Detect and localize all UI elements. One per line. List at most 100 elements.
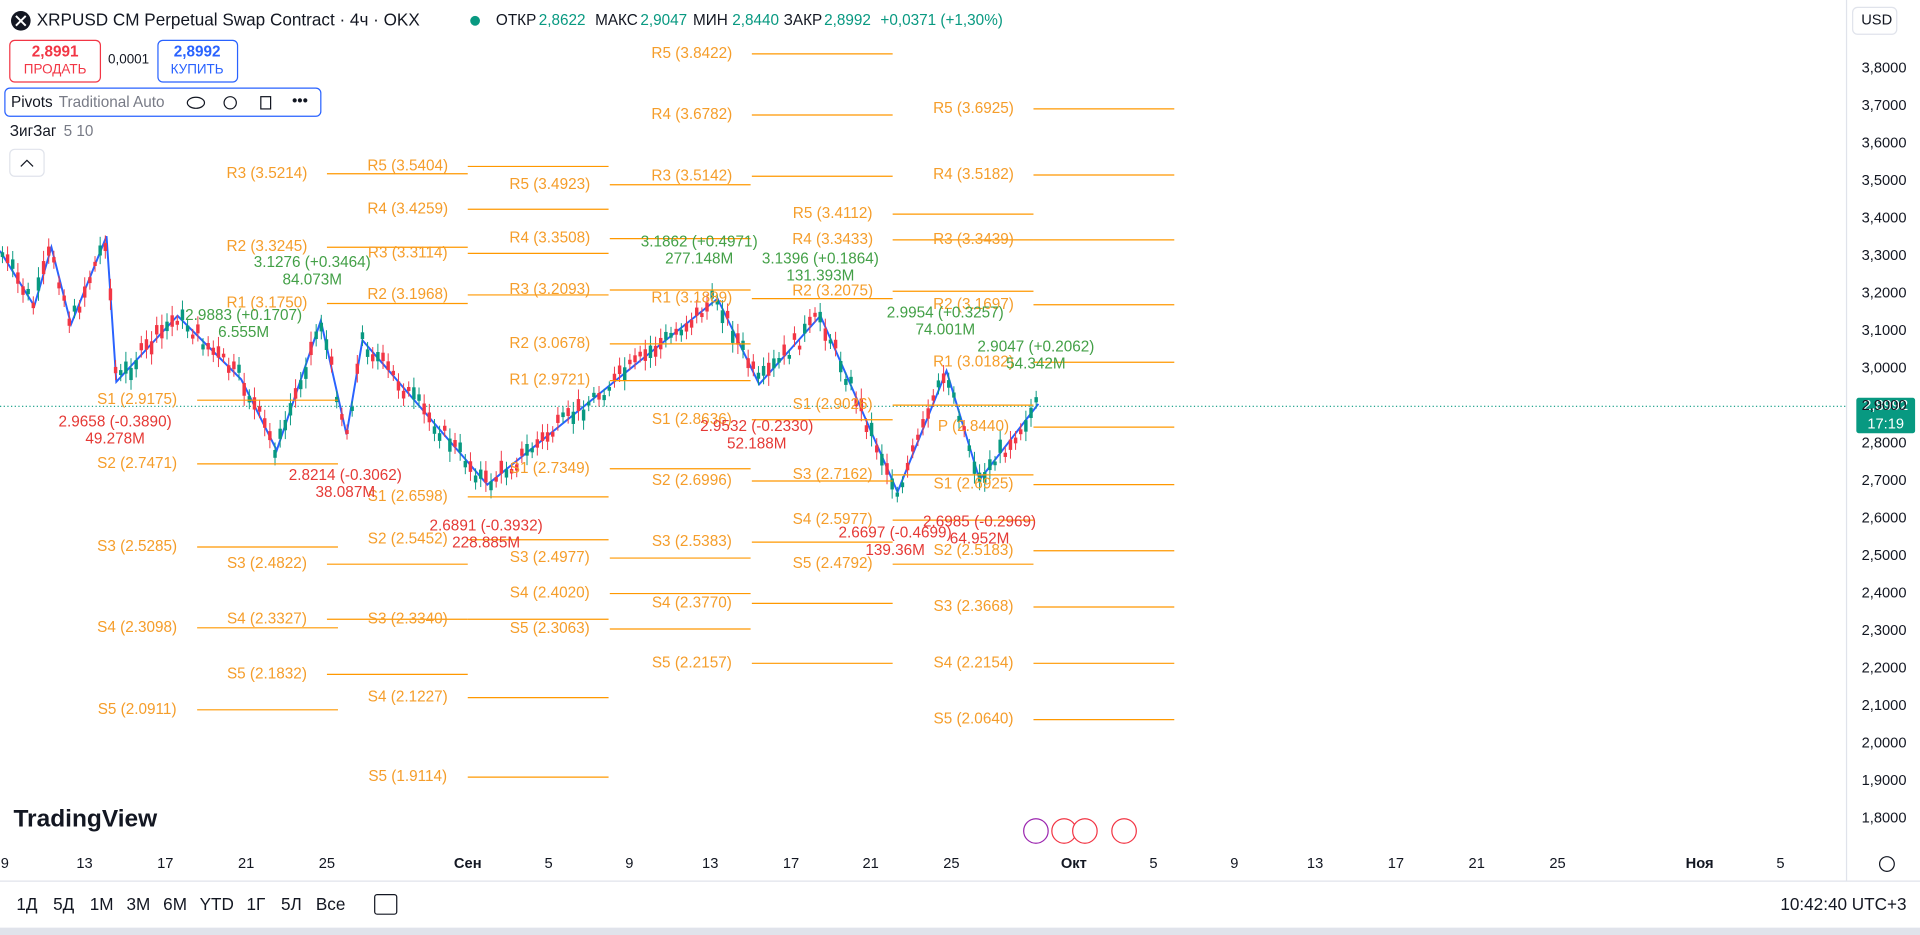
candle-body	[967, 445, 972, 451]
indicator-params[interactable]: Traditional Auto	[59, 94, 165, 111]
candle-body	[93, 261, 97, 266]
pivot-label: S4 (2.3770)	[652, 594, 732, 611]
zigzag-volume: 64.952M	[950, 531, 1010, 548]
more-icon[interactable]: •••	[292, 93, 308, 110]
candle-body	[16, 272, 20, 284]
candle-body	[113, 366, 118, 374]
sell-price[interactable]: 2,8991	[32, 44, 79, 61]
range-button[interactable]: 1Д	[16, 894, 38, 914]
pivot-label: R5 (3.6925)	[933, 100, 1014, 117]
buy-button[interactable]	[157, 39, 239, 83]
candle-body	[278, 428, 282, 439]
indicator-row[interactable]	[4, 87, 322, 117]
candle-body	[1008, 439, 1013, 450]
candle-body	[191, 334, 195, 339]
candle-body	[484, 470, 488, 483]
range-button[interactable]: 6М	[163, 894, 187, 914]
price-tick-label: 2,4000	[1862, 586, 1907, 602]
range-button[interactable]: Все	[316, 894, 346, 914]
price-tick-label: 3,5000	[1862, 173, 1907, 189]
candle-body	[545, 432, 550, 442]
pivot-label: S5 (2.2157)	[652, 654, 732, 671]
collapse-icon[interactable]	[20, 159, 34, 167]
collapse-button[interactable]	[9, 148, 45, 177]
range-button[interactable]: 3М	[126, 894, 150, 914]
range-button[interactable]: 5Д	[53, 894, 75, 914]
event-icon[interactable]	[1111, 818, 1137, 844]
candle-body	[437, 433, 442, 441]
sell-button[interactable]	[9, 39, 102, 83]
candle-body	[371, 354, 375, 362]
candle-body	[175, 320, 180, 325]
candle-body	[196, 324, 200, 334]
pivot-label: S4 (2.1227)	[368, 689, 448, 706]
price-tick-label: 3,6000	[1862, 135, 1907, 151]
candle-body	[52, 257, 56, 263]
range-button[interactable]: 1М	[90, 894, 114, 914]
candle-body	[587, 401, 591, 406]
candle-body	[422, 403, 426, 415]
price-tick-label: 2,1000	[1862, 698, 1907, 714]
candle-body	[818, 311, 822, 323]
candle-body	[854, 398, 858, 407]
candle-body	[525, 444, 529, 456]
candle-body	[988, 459, 992, 471]
candle-body	[299, 380, 303, 390]
pivot-label: S5 (2.0640)	[933, 711, 1013, 728]
candle-body	[515, 464, 519, 471]
event-icon[interactable]	[1072, 818, 1098, 844]
candle-body	[124, 361, 128, 374]
zigzag-label: 2.9532 (-0.2330)	[700, 418, 813, 435]
candle-body	[31, 302, 36, 309]
candle-body	[710, 290, 714, 299]
candle-body	[479, 469, 483, 479]
candle-body	[926, 408, 930, 419]
zigzag-volume: 84.073M	[282, 271, 342, 288]
candle-body	[72, 305, 77, 312]
pivot-label: R3 (3.2093)	[509, 281, 590, 298]
candle-body	[890, 478, 894, 490]
price-tick-label: 2,2000	[1862, 661, 1907, 677]
candle-body	[108, 288, 113, 301]
indicator-name[interactable]: Pivots	[11, 94, 53, 111]
candle-body	[700, 313, 704, 318]
date-range-icon[interactable]	[374, 894, 398, 915]
visibility-icon[interactable]	[186, 96, 206, 109]
candle-body	[756, 372, 761, 379]
candle-body	[232, 361, 236, 370]
candle-body	[376, 352, 380, 362]
candle-body	[746, 358, 750, 369]
pivot-label: S5 (2.1832)	[227, 665, 307, 682]
range-button[interactable]: YTD	[200, 894, 234, 914]
range-button[interactable]: 1Г	[247, 894, 266, 914]
candle-body	[129, 367, 133, 381]
time-tick-label: 9	[625, 856, 633, 872]
delete-icon[interactable]	[260, 96, 272, 110]
settings-icon[interactable]	[223, 96, 237, 110]
pivot-label: R5 (3.4112)	[793, 205, 873, 222]
candle-body	[566, 408, 570, 416]
currency-label[interactable]: USD	[1861, 13, 1892, 29]
candle-body	[5, 254, 10, 264]
candle-body	[782, 344, 786, 356]
candle-body	[674, 328, 678, 335]
candle-body	[206, 343, 210, 350]
current-price-box	[1856, 397, 1916, 434]
buy-price[interactable]: 2,8992	[174, 44, 221, 61]
buy-label[interactable]: КУПИТЬ	[171, 61, 224, 76]
close-value: 2,8992	[824, 12, 871, 29]
sell-label[interactable]: ПРОДАТЬ	[24, 61, 87, 76]
candle-body	[972, 461, 977, 474]
price-tick-label: 3,2000	[1862, 285, 1907, 301]
price-tick-label: 3,7000	[1862, 98, 1907, 114]
range-button[interactable]: 5Л	[281, 894, 302, 914]
currency-button[interactable]	[1852, 6, 1898, 35]
axis-settings-icon[interactable]	[1878, 856, 1895, 872]
pivot-label: R4 (3.6782)	[651, 106, 732, 123]
candle-body	[155, 325, 159, 335]
pivot-label: S3 (2.3340)	[368, 610, 448, 627]
pivot-label: R1 (2.9721)	[509, 372, 590, 389]
candle-body	[741, 340, 745, 351]
event-icon[interactable]	[1023, 818, 1049, 844]
